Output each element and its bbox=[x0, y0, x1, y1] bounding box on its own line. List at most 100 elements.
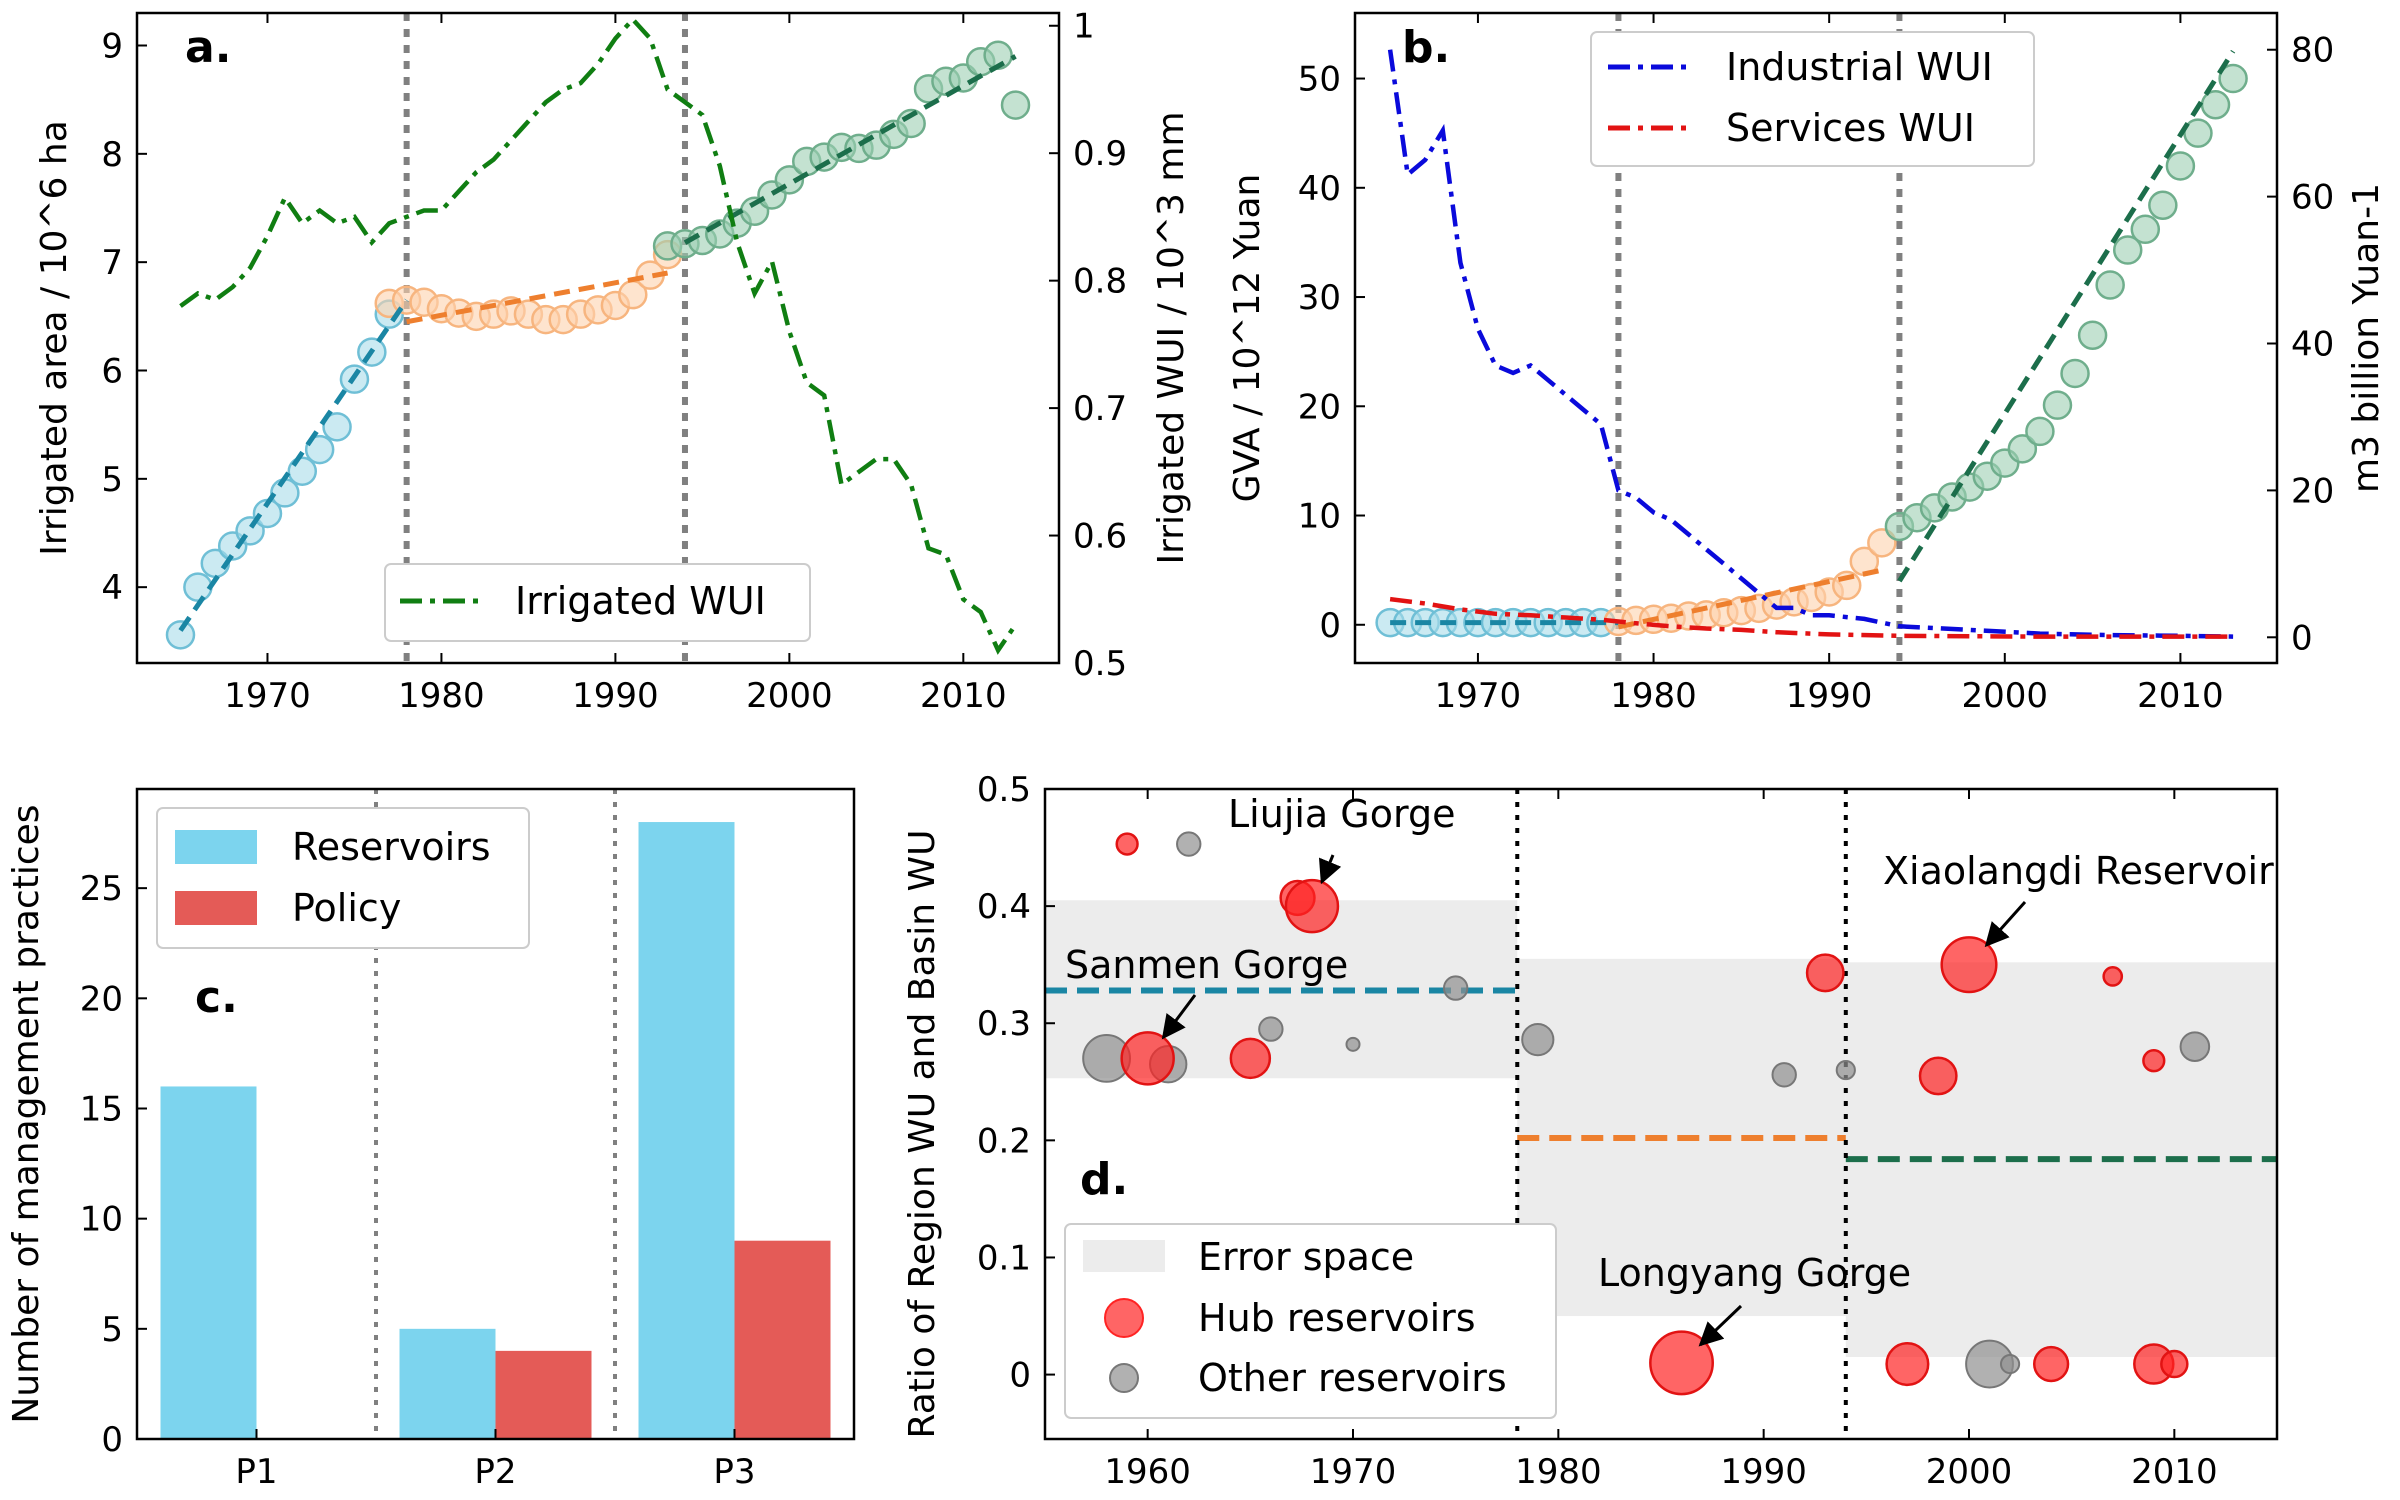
panel-a-fit-line bbox=[406, 270, 669, 325]
panel-d-frame bbox=[1043, 787, 2279, 1441]
panel-b-y-ticklabel: 0 bbox=[1319, 606, 1341, 646]
panel-c-marks: 0 5 10 15 20 25 P1 P2 P3 bbox=[80, 789, 831, 1492]
panel-d-y-ticklabel: 0 bbox=[1009, 1356, 1031, 1396]
annotation-longyang-gorge: Longyang Gorge bbox=[1598, 1251, 1911, 1295]
panel-d-legend-error: Error space bbox=[1198, 1235, 1414, 1279]
panel-d-hub-reservoir bbox=[2032, 1345, 2070, 1383]
panel-d-other-reservoir bbox=[1176, 831, 1202, 857]
panel-c-management: 0 5 10 15 20 25 P1 P2 P3 c. Number of management… bbox=[6, 787, 856, 1492]
panel-c-bar-reservoirs-p2 bbox=[399, 1328, 496, 1439]
panel-d-other-reservoir bbox=[1345, 1036, 1361, 1052]
panel-b-marks: 1970 1980 1990 2000 2010 0 10 20 30 40 50 0 20 40 60 80 bbox=[1298, 13, 2334, 716]
panel-d-y-ticklabel: 0.3 bbox=[977, 1004, 1031, 1044]
panel-d-legend-box bbox=[1064, 1223, 1557, 1419]
panel-a-area-point bbox=[304, 434, 335, 465]
panel-b-y-ticklabel: 50 bbox=[1298, 60, 1341, 100]
panel-d-hub-reservoir bbox=[1284, 878, 1340, 934]
panel-d-x-ticklabel: 1970 bbox=[1310, 1452, 1397, 1492]
panel-b-gva-point bbox=[2095, 270, 2125, 300]
panel-a-legend: Irrigated WUI bbox=[384, 563, 811, 642]
panel-d-legend-swatch-other bbox=[1109, 1363, 1139, 1393]
panel-c-legend-swatch-policy bbox=[175, 891, 257, 925]
panel-b-fit-line bbox=[1897, 49, 2236, 583]
panel-c-y-ticklabel: 10 bbox=[80, 1200, 123, 1240]
panel-a-y2label: Irrigated WUI / 10^3 mm bbox=[1151, 111, 1192, 564]
panel-c-category-label: P3 bbox=[713, 1452, 755, 1492]
panel-d-x-ticklabel: 1980 bbox=[1515, 1452, 1602, 1492]
panel-a-y-ticklabel: 7 bbox=[101, 243, 123, 283]
panel-b-gva-point bbox=[2077, 320, 2108, 351]
panel-d-hub-reservoir bbox=[1805, 953, 1845, 993]
panel-b-y2-ticklabel: 20 bbox=[2291, 471, 2334, 511]
panel-d-legend-hub: Hub reservoirs bbox=[1198, 1296, 1476, 1340]
panel-d-x-ticklabel: 1990 bbox=[1720, 1452, 1807, 1492]
panel-d-y-ticklabel: 0.4 bbox=[977, 887, 1031, 927]
panel-d-y-ticklabel: 0.5 bbox=[977, 770, 1031, 810]
panel-d-hub-reservoir bbox=[2142, 1049, 2166, 1073]
panel-b-legend-industrial: Industrial WUI bbox=[1726, 45, 1993, 89]
panel-a-wui-line bbox=[179, 16, 1018, 655]
panel-d-annotation-arrow bbox=[1161, 994, 1197, 1040]
panel-d-hub-reservoir bbox=[1940, 936, 1998, 994]
panel-a-y2-ticklabel: 0.5 bbox=[1073, 644, 1127, 684]
panel-a-x-ticklabel: 2010 bbox=[920, 676, 1007, 716]
panel-b-y2-ticklabel: 80 bbox=[2291, 31, 2334, 71]
panel-d-legend: Error space Hub reservoirs Other reservo… bbox=[1064, 1223, 1557, 1419]
panel-d-hub-reservoir bbox=[1649, 1330, 1714, 1396]
panel-b-gva-point bbox=[2148, 190, 2178, 221]
panel-d-hub-reservoir bbox=[1918, 1056, 1958, 1096]
panel-a-y2-ticklabel: 1 bbox=[1073, 7, 1095, 47]
panel-b-gva-point bbox=[2165, 151, 2196, 181]
annotation-sanmen-gorge: Sanmen Gorge bbox=[1065, 943, 1348, 987]
panel-c-bar-policy-p2 bbox=[495, 1350, 592, 1439]
panel-b-y-ticklabel: 20 bbox=[1298, 387, 1341, 427]
panel-d-hub-reservoir bbox=[1229, 1037, 1272, 1080]
panel-c-frame bbox=[135, 787, 856, 1441]
panel-a-y-ticklabel: 9 bbox=[101, 27, 123, 67]
panel-b-frame bbox=[1353, 11, 2279, 665]
panel-b-services-wui-line bbox=[1389, 596, 2234, 639]
panel-a-y-ticklabel: 8 bbox=[101, 135, 123, 175]
panel-b-fit-line bbox=[1617, 567, 1883, 630]
panel-d-x-ticklabel: 2010 bbox=[2131, 1452, 2218, 1492]
panel-a-fit-line bbox=[683, 54, 1017, 245]
panel-d-label: d. bbox=[1080, 1154, 1128, 1205]
panel-b-gva-point bbox=[2218, 63, 2248, 94]
panel-d-other-reservoir bbox=[1521, 1023, 1555, 1057]
panel-d-annotations: Liujia Gorge Sanmen Gorge Xiaolangdi Res… bbox=[1065, 792, 2274, 1295]
panel-c-legend: Reservoirs Policy bbox=[156, 807, 530, 949]
panel-d-other-reservoir bbox=[1771, 1062, 1797, 1088]
panel-d-hub-reservoir bbox=[2160, 1349, 2189, 1379]
panel-c-y-ticklabel: 5 bbox=[101, 1310, 123, 1350]
panel-a-y2-ticklabel: 0.7 bbox=[1073, 389, 1127, 429]
panel-d-y-ticklabel: 0.1 bbox=[977, 1238, 1031, 1278]
panel-c-legend-policy: Policy bbox=[292, 886, 401, 930]
panel-c-category-label: P2 bbox=[474, 1452, 516, 1492]
panel-a-label: a. bbox=[185, 22, 231, 73]
panel-d-other-reservoir bbox=[1258, 1016, 1284, 1042]
panel-b-y-ticklabel: 40 bbox=[1298, 169, 1341, 209]
panel-b-y-ticklabel: 30 bbox=[1298, 278, 1341, 318]
panel-c-bar-policy-p3 bbox=[734, 1240, 831, 1439]
panel-d-legend-swatch-error bbox=[1083, 1240, 1165, 1272]
panel-b-industrial-wui-line bbox=[1387, 49, 2234, 639]
panel-d-ylabel: Ratio of Region WU and Basin WU bbox=[902, 830, 943, 1439]
panel-d-hub-reservoir bbox=[2102, 966, 2124, 987]
panel-b-x-ticklabel: 2000 bbox=[1962, 676, 2049, 716]
panel-c-bar-reservoirs-p3 bbox=[638, 822, 735, 1439]
panel-a-irrigated: 1970 1980 1990 2000 2010 4 5 6 7 8 9 0.5 0.6 0.7 0.8 0.… bbox=[34, 7, 1192, 716]
panel-b-x-ticklabel: 1990 bbox=[1786, 676, 1873, 716]
panel-b-x-ticklabel: 1970 bbox=[1435, 676, 1522, 716]
panel-a-x-ticklabel: 1990 bbox=[572, 676, 659, 716]
panel-d-annotation-arrow bbox=[1318, 854, 1342, 885]
panel-c-label: c. bbox=[195, 972, 238, 1023]
panel-b-ylabel: GVA / 10^12 Yuan bbox=[1227, 174, 1268, 503]
panel-a-y-ticklabel: 4 bbox=[101, 568, 123, 608]
panel-a-legend-box bbox=[384, 563, 811, 642]
panel-d-x-ticklabel: 2000 bbox=[1926, 1452, 2013, 1492]
panel-b-x-ticklabel: 2010 bbox=[2137, 676, 2224, 716]
panel-a-y2-ticklabel: 0.8 bbox=[1073, 262, 1127, 302]
panel-b-gva-point bbox=[2025, 416, 2055, 447]
panel-a-y-ticklabel: 5 bbox=[101, 460, 123, 500]
